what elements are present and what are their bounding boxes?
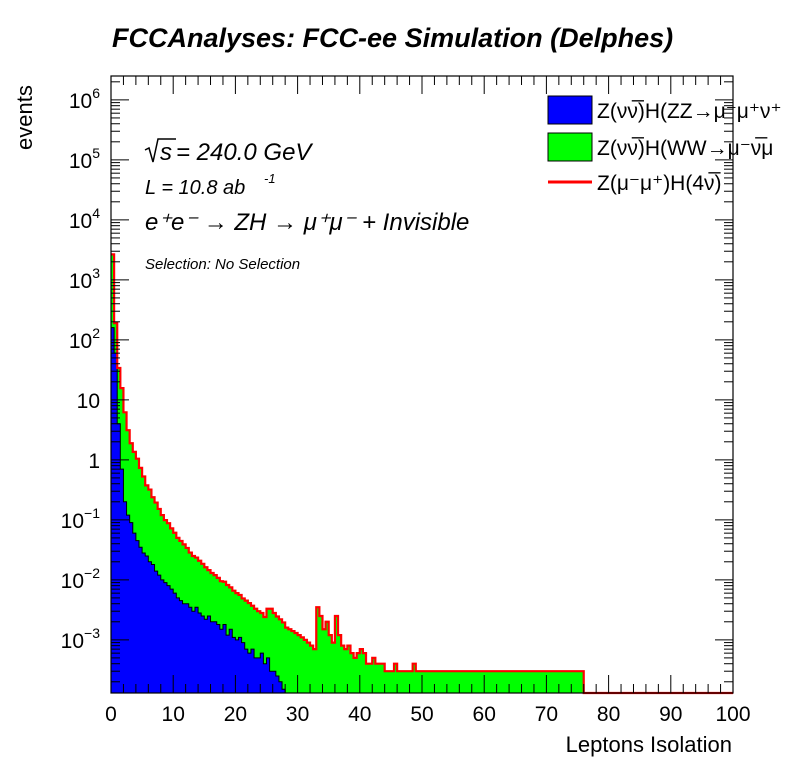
annotation-lumi: L = 10.8 ab -1 [145, 171, 276, 199]
y-tick-label: 106 [69, 85, 100, 113]
y-axis-label: events [12, 85, 37, 150]
x-axis-label: Leptons Isolation [566, 732, 732, 757]
x-tick-label: 20 [224, 703, 247, 726]
sqrt-symbol [144, 138, 176, 163]
sqrt-s-label: s [160, 139, 172, 166]
x-tick-label: 90 [659, 703, 682, 726]
y-tick-label: 10 [77, 390, 100, 413]
x-tick-label: 100 [715, 703, 750, 726]
x-tick-label: 10 [162, 703, 185, 726]
y-tick-label: 10−1 [61, 505, 101, 533]
x-tick-label: 0 [105, 703, 117, 726]
process-label: e⁺e⁻ → ZH → μ⁺μ⁻ + Invisible [145, 209, 469, 236]
x-tick-label: 40 [348, 703, 371, 726]
y-tick-label: 1 [88, 450, 100, 473]
y-tick-label: 103 [69, 265, 100, 293]
y-tick-label: 105 [69, 145, 100, 173]
histogram-fills [110, 253, 733, 694]
chart-title: FCCAnalyses: FCC-ee Simulation (Delphes) [112, 23, 673, 53]
lumi-exp: -1 [264, 171, 276, 186]
legend-label-2: Z(μ⁻μ⁺)H(4ν̅) [597, 172, 722, 195]
legend-label-0: Z(νν̅)H(ZZ→μ⁻μ⁺ν⁺ [597, 100, 782, 123]
legend: Z(νν̅)H(ZZ→μ⁻μ⁺ν⁺ Z(νν̅)H(WW→μ⁻ν̅μ Z(μ⁻μ⁺)… [547, 95, 782, 195]
x-tick-label: 80 [597, 703, 620, 726]
y-tick-label: 10−3 [61, 625, 101, 653]
x-tick-label: 30 [286, 703, 309, 726]
legend-swatch-1 [547, 132, 593, 162]
series-fill-0 [110, 327, 733, 694]
x-tick-label: 50 [410, 703, 433, 726]
legend-label-1: Z(νν̅)H(WW→μ⁻ν̅μ [597, 137, 773, 160]
x-tick-label: 70 [535, 703, 558, 726]
lumi-base: L = 10.8 ab [145, 177, 245, 199]
x-tick-label: 60 [473, 703, 496, 726]
annotation-energy: s = 240.0 GeV [144, 138, 313, 166]
y-axis-ticks: 10−3 10−2 10−1 1 10 102 103 104 105 106 [61, 81, 733, 683]
x-axis-ticks: 0 10 20 30 40 50 60 70 80 90 100 [105, 76, 751, 726]
legend-swatch-0 [547, 95, 593, 125]
y-tick-label: 10−2 [61, 565, 101, 593]
y-tick-label: 104 [69, 205, 100, 233]
selection-label: Selection: No Selection [145, 256, 300, 273]
energy-label: = 240.0 GeV [176, 139, 313, 166]
y-tick-label: 102 [69, 325, 100, 353]
